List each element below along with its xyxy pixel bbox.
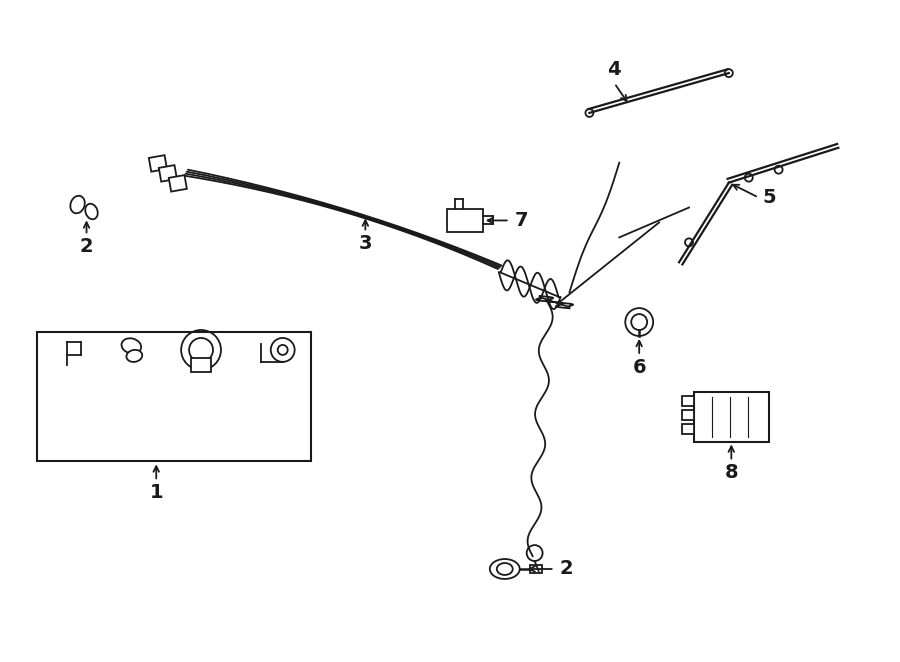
Bar (447, 209, 483, 232)
Ellipse shape (70, 196, 85, 213)
Text: 4: 4 (608, 60, 621, 79)
Ellipse shape (497, 563, 513, 575)
Text: 8: 8 (724, 463, 738, 483)
Ellipse shape (126, 350, 142, 362)
Bar (37, 332, 310, 461)
Bar (158, 165, 177, 181)
Ellipse shape (490, 559, 519, 579)
Ellipse shape (86, 204, 98, 219)
Text: 3: 3 (358, 234, 372, 254)
Bar (682, 396, 694, 406)
Text: 2: 2 (80, 238, 94, 256)
Bar (191, 358, 211, 372)
Text: 5: 5 (762, 188, 777, 207)
Ellipse shape (122, 338, 141, 354)
Text: 1: 1 (149, 483, 163, 502)
Bar (682, 410, 694, 420)
Bar (694, 392, 769, 442)
Text: 2: 2 (560, 559, 573, 579)
Bar (682, 424, 694, 434)
Text: 6: 6 (633, 358, 646, 377)
Bar (530, 565, 542, 573)
Bar (169, 175, 187, 191)
Text: 7: 7 (515, 211, 528, 230)
Bar (148, 155, 166, 171)
